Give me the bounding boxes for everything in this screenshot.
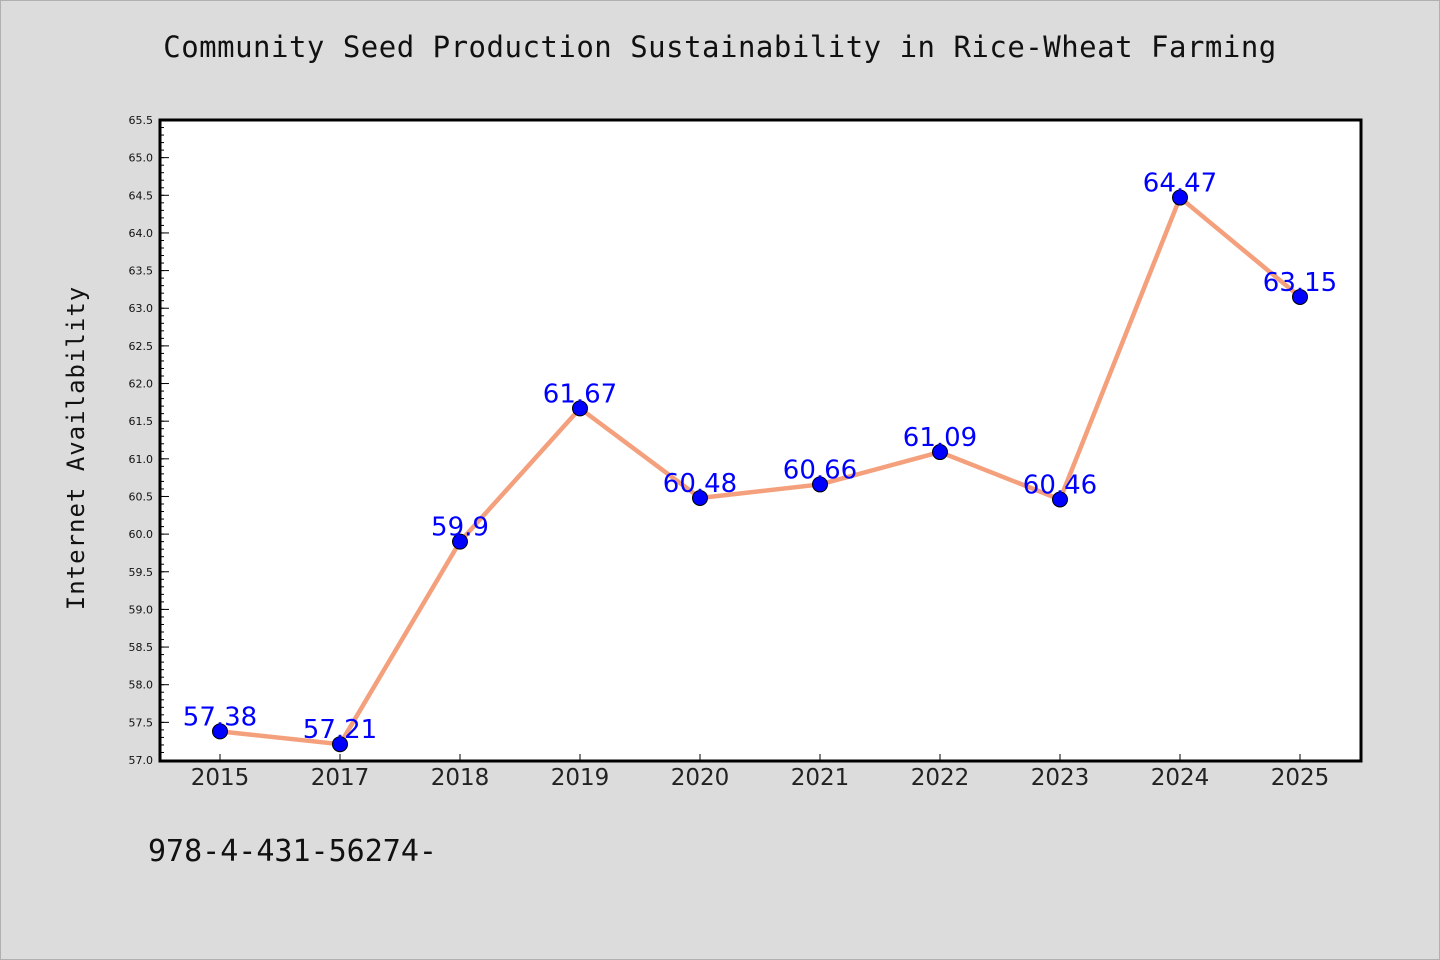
y-tick-label: 57.0 — [129, 754, 154, 767]
data-point — [452, 533, 468, 550]
y-tick-label: 63.5 — [129, 265, 154, 278]
y-tick-label: 63.0 — [129, 302, 154, 315]
data-point — [1292, 288, 1308, 305]
data-label: 59.9 — [431, 513, 489, 543]
x-tick-label: 2020 — [671, 765, 730, 791]
y-tick-label: 65.5 — [129, 114, 154, 127]
data-label: 61.67 — [543, 379, 617, 409]
series-line — [219, 195, 1302, 747]
plot-area — [160, 120, 1361, 761]
data-point — [692, 489, 708, 506]
x-tick-label: 2015 — [191, 765, 250, 791]
y-tick-label: 61.0 — [129, 453, 154, 466]
x-axis-ticks: 2015 2017 2018 2019 2020 2021 2022 2023 2024 2025 — [191, 754, 1330, 791]
data-label: 64.47 — [1143, 169, 1217, 199]
y-tick-label: 60.5 — [129, 490, 154, 503]
footer-code: 978-4-431-56274- — [148, 834, 437, 869]
x-tick-label: 2022 — [911, 765, 970, 791]
data-point — [932, 444, 948, 461]
data-label: 60.46 — [1023, 470, 1097, 500]
y-tick-label: 58.0 — [129, 679, 154, 692]
data-label: 60.48 — [663, 469, 737, 499]
data-point — [572, 400, 588, 417]
data-point — [812, 476, 828, 493]
plot-frame — [158, 118, 1363, 763]
x-tick-label: 2018 — [431, 765, 490, 791]
y-tick-label: 57.5 — [129, 716, 154, 729]
x-tick-label: 2017 — [311, 765, 370, 791]
x-tick-label: 2025 — [1271, 765, 1330, 791]
y-tick-label: 59.5 — [129, 566, 154, 579]
x-tick-label: 2019 — [551, 765, 610, 791]
data-label: 60.66 — [783, 455, 857, 485]
data-label: 61.09 — [903, 423, 977, 453]
chart-title: Community Seed Production Sustainability… — [163, 30, 1277, 64]
data-labels-group: 57.38 57.21 59.9 61.67 60.48 60.66 61.09 60.46 6… — [183, 169, 1337, 746]
data-point — [212, 723, 228, 740]
data-point — [1052, 491, 1068, 508]
data-point — [1172, 189, 1188, 206]
x-tick-label: 2021 — [791, 765, 850, 791]
y-tick-label: 62.5 — [129, 340, 154, 353]
data-label: 63.15 — [1263, 268, 1337, 298]
y-tick-label: 61.5 — [129, 415, 154, 428]
x-tick-label: 2024 — [1151, 765, 1210, 791]
data-point — [332, 736, 348, 753]
data-label: 57.38 — [183, 702, 257, 732]
y-tick-label: 60.0 — [129, 528, 154, 541]
x-tick-label: 2023 — [1031, 765, 1090, 791]
series-group — [212, 189, 1308, 753]
y-tick-label: 64.0 — [129, 227, 154, 240]
y-tick-label: 58.5 — [129, 641, 154, 654]
y-tick-label: 59.0 — [129, 603, 154, 616]
y-tick-label: 64.5 — [129, 189, 154, 202]
y-tick-label: 62.0 — [129, 378, 154, 391]
data-label: 57.21 — [303, 715, 377, 745]
y-tick-label: 65.0 — [129, 152, 154, 165]
